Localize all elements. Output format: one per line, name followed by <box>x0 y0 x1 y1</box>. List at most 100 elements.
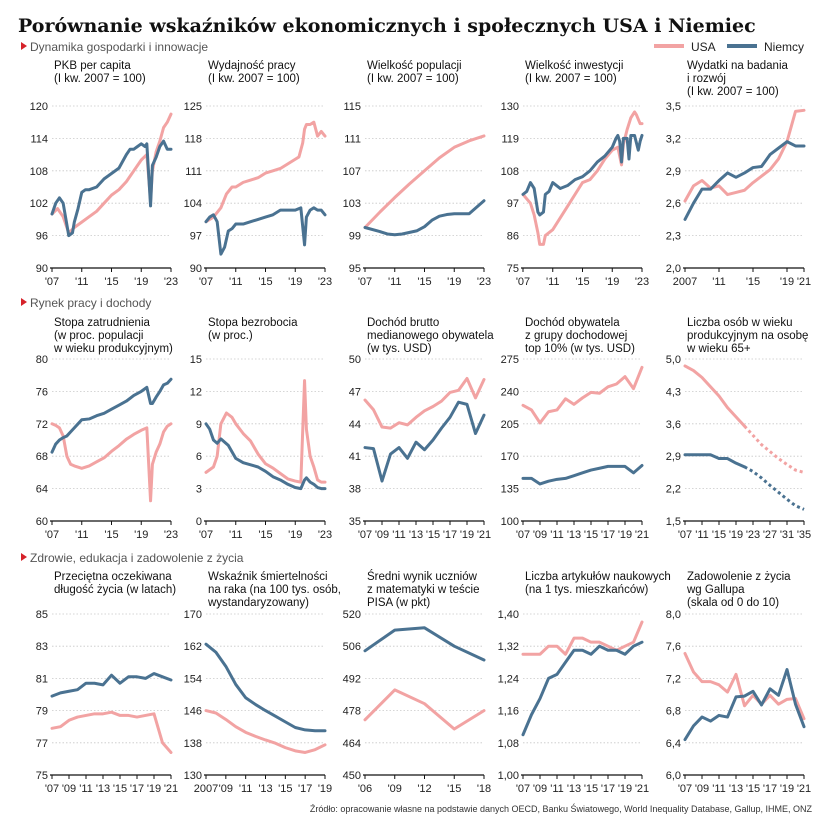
x-tick-label: '11 <box>550 529 564 541</box>
x-tick-label: '07 <box>199 529 213 541</box>
x-tick-label: '11 <box>229 529 243 541</box>
chart-title-line: Przeciętna oczekiwana <box>54 571 172 583</box>
y-tick-label: 520 <box>343 609 361 621</box>
section-marker-icon <box>21 298 27 306</box>
x-tick-label: '07 <box>45 529 59 541</box>
series-line-niemcy <box>363 400 486 483</box>
series-projection-usa <box>743 425 805 474</box>
y-tick-label: 450 <box>343 770 361 782</box>
y-tick-label: 3,2 <box>666 133 681 145</box>
x-tick-label: '13 <box>96 783 110 795</box>
x-tick-label: '07 <box>358 276 372 288</box>
y-tick-label: 6 <box>196 451 202 463</box>
y-tick-label: 478 <box>343 706 361 718</box>
section-header-gospodarka: Dynamika gospodarki i innowacje <box>21 40 208 54</box>
series-line-niemcy <box>683 453 746 469</box>
y-tick-label: 6,8 <box>666 706 681 718</box>
x-tick-label: 2007 <box>194 783 218 795</box>
x-tick-label: 2007 <box>673 276 697 288</box>
x-tick-label: '11 <box>392 529 406 541</box>
series-line-niemcy <box>363 199 486 237</box>
x-tick-label: '19 <box>605 276 619 288</box>
y-tick-label: 119 <box>501 133 519 145</box>
chart-title-line: (w tys. USD) <box>367 343 432 355</box>
x-tick-label: '19 <box>288 529 302 541</box>
y-tick-label: 12 <box>190 386 202 398</box>
x-tick-label: '31 <box>780 529 794 541</box>
x-tick-label: '09 <box>533 783 547 795</box>
x-tick-label: '23 <box>318 529 332 541</box>
y-tick-label: 81 <box>36 673 48 685</box>
series-line-niemcy <box>204 422 327 491</box>
x-tick-label: '19 <box>780 783 794 795</box>
legend-label-niemcy: Niemcy <box>764 40 804 54</box>
x-tick-label: '19 <box>780 276 794 288</box>
page-title: Porównanie wskaźników ekonomicznych i sp… <box>18 15 756 37</box>
y-tick-label: 125 <box>184 101 202 113</box>
chart-title-line: (I kw. 2007 = 100) <box>525 73 617 85</box>
y-tick-label: 100 <box>501 516 519 528</box>
x-tick-label: '23 <box>164 276 178 288</box>
x-tick-label: '17 <box>298 783 312 795</box>
y-tick-label: 3,6 <box>666 419 681 431</box>
y-tick-label: 114 <box>30 133 48 145</box>
y-tick-label: 7,6 <box>666 641 681 653</box>
y-tick-label: 72 <box>36 419 48 431</box>
x-tick-label: '11 <box>229 276 243 288</box>
x-tick-label: '35 <box>797 529 811 541</box>
y-tick-label: 107 <box>343 166 361 178</box>
y-tick-label: 96 <box>36 231 48 243</box>
x-tick-label: '11 <box>388 276 402 288</box>
x-tick-label: '13 <box>567 783 581 795</box>
y-tick-label: 38 <box>349 484 361 496</box>
x-tick-label: '15 <box>258 276 272 288</box>
x-tick-label: '11 <box>712 276 726 288</box>
series-projection-niemcy <box>743 465 805 511</box>
chart-panels: PKB per capita(I kw. 2007 = 100)90961021… <box>30 60 812 795</box>
chart-panel-2: Wydajność pracy(I kw. 2007 = 100) 90 97 104… <box>184 60 333 288</box>
x-tick-label: '09 <box>388 783 402 795</box>
x-tick-label: '15 <box>417 276 431 288</box>
section-marker-icon <box>21 42 27 50</box>
x-tick-label: '17 <box>763 783 777 795</box>
y-tick-label: 103 <box>343 198 361 210</box>
x-tick-label: '07 <box>358 529 372 541</box>
chart-title-line: (I kw. 2007 = 100) <box>54 73 146 85</box>
x-tick-label: '15 <box>104 529 118 541</box>
section-label: Dynamika gospodarki i innowacje <box>30 40 208 54</box>
section-label: Rynek pracy i dochody <box>30 296 151 310</box>
chart-title-line: na raka (na 100 tys. osób, <box>208 584 341 596</box>
chart-title-line: Wydatki na badania <box>687 60 789 72</box>
x-tick-label: '23 <box>164 529 178 541</box>
x-tick-label: '21 <box>164 783 178 795</box>
x-tick-label: '09 <box>533 529 547 541</box>
chart-title-line: (w proc. populacji <box>54 330 143 342</box>
y-tick-label: 154 <box>184 673 202 685</box>
y-tick-label: 205 <box>501 419 519 431</box>
y-tick-label: 130 <box>501 101 519 113</box>
y-tick-label: 135 <box>501 484 519 496</box>
x-tick-label: '13 <box>729 783 743 795</box>
x-tick-label: '15 <box>113 783 127 795</box>
chart-title-line: Wskaźnik śmiertelności <box>208 571 328 583</box>
y-tick-label: 170 <box>501 451 519 463</box>
y-tick-label: 75 <box>507 263 519 275</box>
chart-panel-7: Stopa bezrobocia(w proc.) 0 3 6 9 12 15 '07 '11 '… <box>190 317 332 541</box>
y-tick-label: 120 <box>30 101 48 113</box>
x-tick-label: '23 <box>635 276 649 288</box>
y-tick-label: 2,6 <box>666 198 681 210</box>
x-tick-label: '07 <box>516 529 530 541</box>
series-line-usa <box>683 108 806 203</box>
x-tick-label: '17 <box>601 783 615 795</box>
x-tick-label: '11 <box>546 276 560 288</box>
y-tick-label: 111 <box>185 166 202 178</box>
y-tick-label: 68 <box>36 451 48 463</box>
series-line-niemcy <box>204 642 327 733</box>
section-label: Zdrowie, edukacja i zadowolenie z życia <box>30 551 244 565</box>
x-tick-label: '11 <box>695 529 709 541</box>
